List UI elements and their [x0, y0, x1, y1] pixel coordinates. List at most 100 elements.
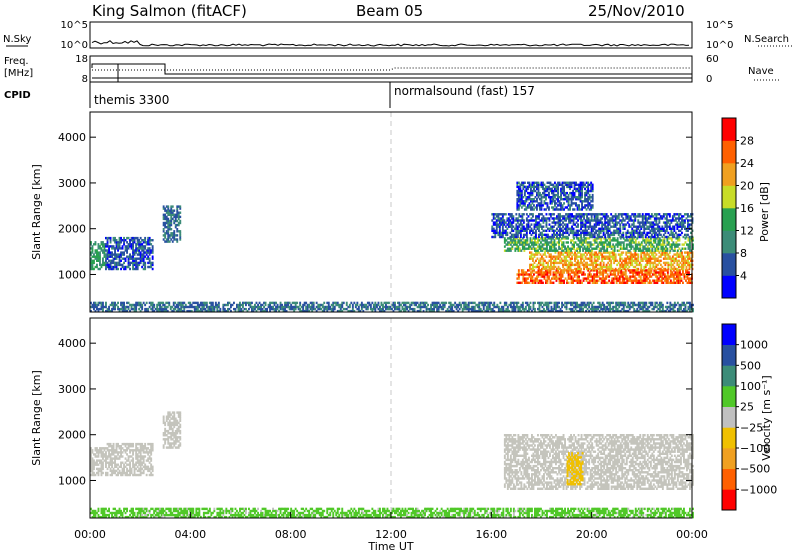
data-cell — [127, 265, 130, 269]
data-cell — [177, 215, 180, 219]
data-cell — [602, 229, 605, 232]
data-cell — [548, 265, 551, 269]
data-cell — [592, 235, 595, 239]
data-cell — [321, 309, 324, 313]
data-cell — [604, 215, 607, 218]
data-cell — [658, 241, 661, 244]
data-cell — [572, 235, 575, 239]
data-cell — [170, 215, 173, 219]
data-cell — [299, 307, 302, 311]
data-cell — [579, 305, 581, 309]
data-cell — [533, 189, 535, 193]
data-cell — [641, 233, 644, 237]
data-cell — [665, 261, 668, 265]
data-cell — [452, 303, 455, 307]
data-cell — [177, 307, 180, 311]
data-cell — [564, 198, 567, 201]
data-cell — [579, 185, 582, 189]
data-cell — [108, 307, 110, 311]
data-cell — [644, 221, 647, 224]
data-cell — [659, 217, 662, 220]
data-cell — [592, 253, 595, 256]
data-cell — [644, 233, 647, 237]
data-cell — [117, 253, 119, 256]
data-cell — [677, 269, 680, 272]
data-cell — [392, 309, 395, 313]
data-cell — [333, 307, 336, 311]
data-cell — [542, 204, 544, 207]
data-cell — [165, 205, 168, 208]
data-cell — [672, 275, 675, 278]
data-cell — [603, 241, 606, 244]
data-cell — [542, 271, 544, 274]
data-cell — [574, 223, 576, 226]
data-cell — [136, 301, 139, 305]
data-cell — [613, 219, 616, 222]
data-cell — [647, 221, 650, 224]
data-cell — [593, 259, 596, 262]
data-cell — [538, 233, 540, 237]
data-cell — [539, 206, 541, 209]
data-cell — [333, 305, 336, 309]
data-cell — [148, 247, 151, 250]
data-cell — [619, 301, 622, 305]
data-cell — [542, 275, 544, 278]
data-cell — [637, 259, 640, 262]
data-cell — [538, 215, 540, 218]
data-cell — [403, 301, 405, 305]
data-cell — [127, 263, 130, 267]
data-cell — [664, 225, 667, 228]
data-cell — [594, 281, 597, 284]
data-cell — [597, 271, 600, 274]
data-cell — [690, 231, 692, 235]
data-cell — [569, 183, 571, 186]
data-cell — [517, 181, 520, 184]
data-cell — [664, 251, 667, 254]
data-cell — [517, 307, 520, 311]
data-cell — [616, 249, 619, 252]
data-cell — [580, 221, 582, 224]
data-cell — [97, 309, 100, 313]
data-cell — [148, 249, 151, 252]
data-cell — [403, 303, 405, 307]
data-cell — [676, 259, 679, 262]
data-cell — [531, 183, 534, 186]
data-cell — [540, 183, 543, 186]
data-cell — [563, 198, 565, 201]
data-cell — [649, 229, 652, 232]
data-cell — [578, 251, 581, 254]
data-cell — [106, 261, 109, 265]
data-cell — [609, 307, 612, 311]
data-cell — [613, 237, 616, 240]
data-cell — [573, 185, 576, 189]
data-cell — [502, 307, 505, 311]
data-cell — [666, 241, 669, 244]
data-cell — [339, 305, 342, 309]
data-cell — [534, 281, 537, 284]
data-cell — [568, 265, 570, 269]
data-cell — [590, 261, 593, 265]
data-cell — [557, 191, 559, 195]
data-cell — [109, 265, 112, 269]
data-cell — [642, 277, 645, 280]
data-cell — [652, 257, 655, 260]
data-cell — [371, 307, 374, 311]
data-cell — [167, 213, 170, 216]
data-cell — [642, 237, 645, 240]
data-cell — [563, 279, 565, 282]
data-cell — [593, 257, 596, 260]
data-cell — [109, 263, 112, 267]
data-cell — [683, 275, 686, 278]
data-cell — [649, 239, 652, 242]
data-cell — [594, 305, 597, 309]
data-cell — [174, 238, 177, 241]
data-cell — [282, 309, 285, 313]
data-cell — [132, 249, 134, 252]
data-cell — [589, 243, 592, 246]
data-cell — [607, 301, 610, 305]
data-cell — [105, 309, 107, 313]
data-cell — [540, 208, 543, 211]
data-cell — [626, 251, 629, 254]
data-cell — [404, 309, 407, 313]
data-cell — [661, 247, 664, 250]
